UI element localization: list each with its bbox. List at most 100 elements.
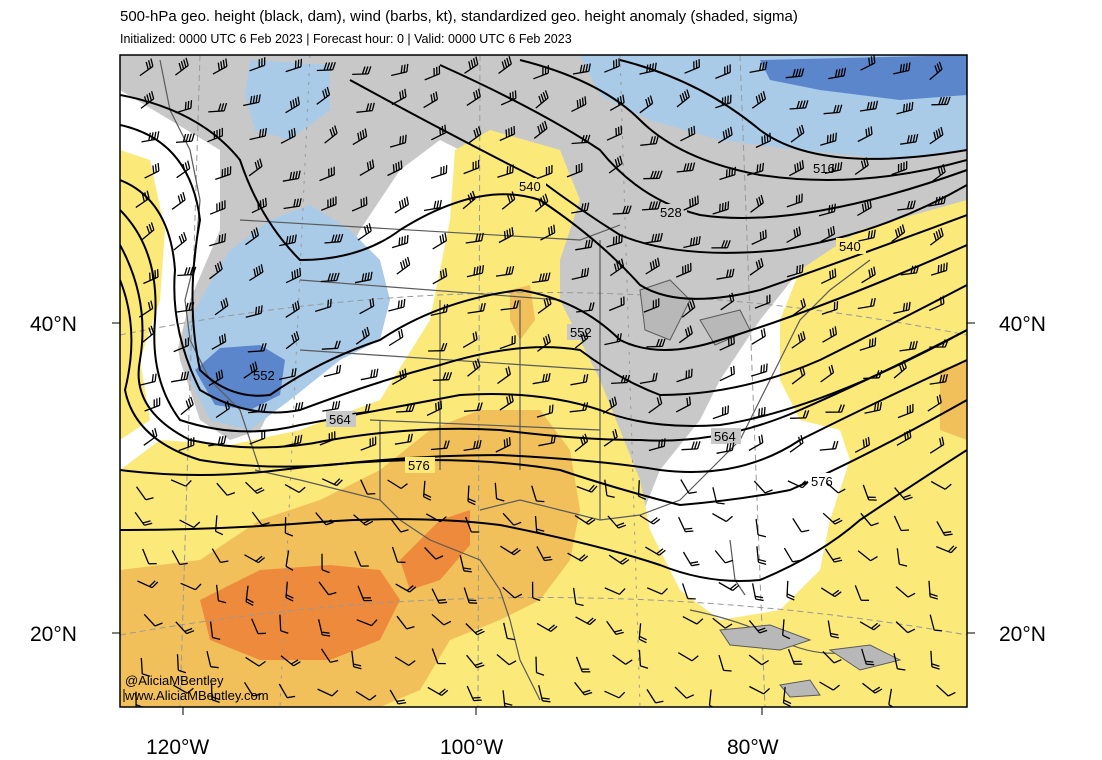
- wind-barb-feather: [729, 583, 737, 590]
- wind-barb-feather: [505, 129, 508, 138]
- wind-barb-feather: [754, 595, 764, 599]
- wind-barb-feather: [897, 227, 901, 236]
- wind-barb-feather: [296, 435, 300, 444]
- wind-barb: [494, 482, 498, 499]
- wind-barb-feather: [370, 369, 373, 378]
- wind-barb-feather: [831, 204, 834, 213]
- wind-barb-feather: [503, 439, 506, 448]
- wind-barb-feather: [931, 666, 940, 670]
- wind-barb-feather: [907, 628, 916, 634]
- wind-barb-feather: [581, 135, 585, 143]
- wind-barb-feather: [721, 202, 724, 212]
- wind-barb-feather: [260, 264, 264, 273]
- anomaly-blue-west-deep: [195, 345, 285, 410]
- wind-barb-feather: [480, 232, 484, 241]
- contour-label: 564: [714, 429, 736, 444]
- wind-barb-feather: [906, 200, 911, 209]
- wind-barb-feather: [503, 231, 507, 240]
- wind-barb-feather: [293, 332, 298, 341]
- wind-barb-feather: [226, 400, 230, 409]
- wind-barb-feather: [782, 634, 791, 640]
- wind-barb-feather: [724, 202, 727, 211]
- lat-label-left-40: 40°N: [30, 313, 77, 336]
- wind-barb-feather: [689, 561, 699, 564]
- wind-barb-feather: [655, 338, 660, 347]
- wind-barb-feather: [903, 432, 907, 441]
- wind-barb-feather: [336, 234, 341, 243]
- wind-barb-feather: [364, 403, 368, 413]
- wind-barb-feather: [294, 435, 297, 445]
- wind-barb: [893, 653, 899, 669]
- wind-barb-feather: [256, 160, 261, 169]
- wind-barb-feather: [939, 296, 942, 305]
- wind-barb-feather: [538, 95, 543, 104]
- wind-barb-feather: [616, 261, 620, 270]
- wind-barb-feather: [397, 300, 400, 309]
- wind-barb-feather: [652, 170, 657, 179]
- wind-barb-feather: [655, 700, 664, 704]
- wind-barb-feather: [404, 258, 409, 267]
- wind-barb-feather: [551, 404, 554, 413]
- wind-barb-feather: [582, 402, 586, 411]
- wind-barb-feather: [142, 520, 151, 524]
- wind-barb-feather: [152, 165, 155, 174]
- wind-barb-feather: [187, 160, 191, 169]
- wind-barb-feather: [585, 373, 589, 383]
- wind-barb: [171, 550, 181, 565]
- wind-barb-feather: [366, 326, 370, 335]
- wind-barb: [712, 487, 718, 504]
- wind-barb-feather: [727, 128, 731, 137]
- wind-barb-feather: [444, 268, 448, 277]
- wind-barb-feather: [482, 302, 486, 311]
- wind-barb-feather: [151, 581, 159, 589]
- wind-barb-feather: [404, 134, 407, 143]
- wind-barb-feather: [335, 365, 339, 374]
- wind-barb-feather: [215, 530, 224, 536]
- wind-barb-feather: [294, 402, 298, 411]
- wind-barb-feather: [661, 338, 666, 347]
- wind-barb-feather: [257, 201, 260, 210]
- wind-barb-feather: [478, 439, 482, 449]
- wind-barb-feather: [831, 163, 834, 172]
- wind-barb-feather: [372, 298, 375, 307]
- wind-barb-feather: [647, 97, 651, 106]
- wind-barb-feather: [870, 556, 878, 562]
- wind-barb-feather: [216, 263, 221, 272]
- wind-barb-feather: [758, 561, 767, 566]
- wind-barb-feather: [370, 271, 373, 280]
- wind-barb-feather: [406, 63, 409, 72]
- wind-barb-feather: [758, 196, 762, 205]
- wind-barb-feather: [619, 557, 627, 564]
- wind-barb-feather: [622, 205, 627, 214]
- wind-barb-feather: [536, 671, 545, 676]
- wind-barb-feather: [579, 98, 582, 107]
- wind-barb-feather: [508, 56, 512, 65]
- wind-barb-feather: [442, 304, 446, 313]
- wind-barb-feather: [730, 126, 733, 135]
- wind-barb-feather: [548, 227, 551, 236]
- wind-barb: [179, 519, 195, 528]
- wind-barb-feather: [423, 493, 432, 498]
- wind-barb-feather: [783, 699, 792, 705]
- contour-516: [619, 59, 967, 160]
- wind-barb-feather: [615, 631, 624, 636]
- wind-barb-feather: [154, 428, 158, 437]
- wind-barb-feather: [588, 302, 592, 311]
- wind-barb-feather: [910, 265, 914, 274]
- wind-barb-feather: [446, 440, 450, 449]
- wind-barb-feather: [799, 161, 802, 170]
- wind-barb-feather: [508, 437, 511, 446]
- wind-barb: [783, 547, 794, 563]
- wind-barb-feather: [796, 100, 800, 109]
- wind-barb-feather: [837, 404, 843, 413]
- wind-barb-feather: [264, 197, 267, 206]
- wind-barb-feather: [761, 136, 764, 145]
- wind-barb-feather: [423, 496, 432, 501]
- wind-barb-feather: [798, 264, 801, 274]
- wind-barb-feather: [832, 589, 840, 596]
- wind-barb-feather: [934, 629, 943, 632]
- wind-barb: [680, 479, 690, 494]
- wind-barb-feather: [550, 435, 554, 444]
- wind-barb-feather: [322, 90, 326, 99]
- wind-barb-feather: [940, 126, 944, 135]
